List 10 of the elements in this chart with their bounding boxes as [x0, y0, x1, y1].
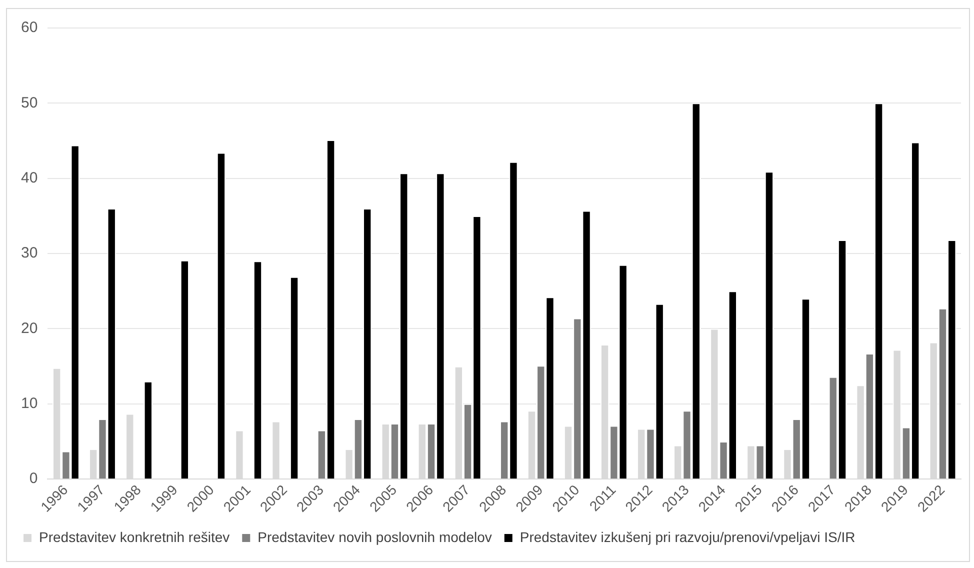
y-tick-label: 60: [20, 19, 38, 36]
y-tick-label: 40: [20, 170, 38, 187]
y-tick-label: 20: [20, 320, 38, 337]
y-tick-label: 30: [20, 244, 38, 262]
y-tick-label: 50: [20, 94, 38, 112]
legend-label: Predstavitev izkušenj pri razvoju/prenovi/vpeljavi IS/IR: [520, 528, 856, 545]
legend-label: Predstavitev konkretnih rešitev: [39, 528, 230, 545]
y-tick-label: 10: [20, 395, 38, 412]
y-tick-label: 0: [29, 470, 38, 488]
legend-label: Predstavitev novih poslovnih modelov: [258, 528, 492, 545]
